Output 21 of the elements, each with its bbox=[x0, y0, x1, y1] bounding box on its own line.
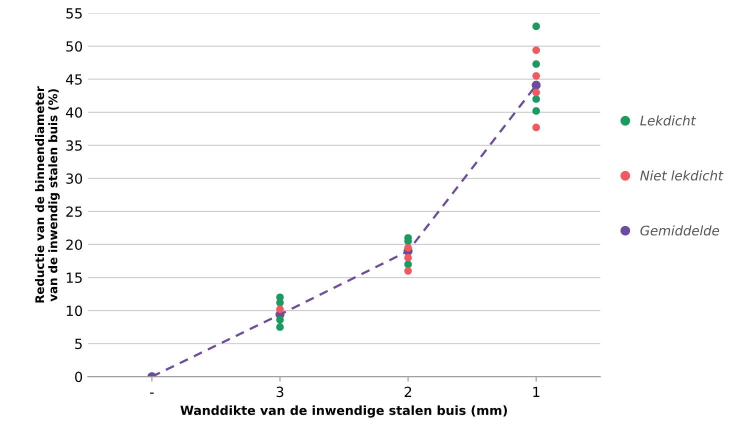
y-tick-label: 45 bbox=[66, 74, 82, 85]
y-tick-label: 5 bbox=[75, 338, 82, 350]
x-tick-label: 1 bbox=[533, 386, 540, 397]
y-tick-label: 20 bbox=[66, 239, 82, 250]
y-tick-label: 15 bbox=[66, 272, 82, 284]
legend-label: Niet lekdicht bbox=[640, 170, 724, 181]
y-tick-label: 40 bbox=[66, 107, 82, 118]
y-tick-label: 0 bbox=[75, 372, 82, 382]
y-tick-label: 50 bbox=[66, 41, 82, 52]
y-axis-title: Reductie van de binnendiameter van de inwendig stalen buis (%) bbox=[35, 86, 60, 303]
legend-label: Gemiddelde bbox=[640, 225, 720, 236]
legend-label: Lekdicht bbox=[640, 115, 696, 126]
y-tick-label: 10 bbox=[66, 306, 82, 316]
y-tick-label: 35 bbox=[66, 140, 82, 151]
y-tick-label: 30 bbox=[66, 173, 82, 184]
x-tick-label: 3 bbox=[276, 386, 284, 398]
y-tick-label: 55 bbox=[66, 8, 82, 19]
x-tick-label: - bbox=[150, 392, 154, 394]
x-tick-label: 2 bbox=[404, 386, 412, 397]
y-tick-label: 25 bbox=[66, 206, 82, 217]
x-axis-title: Wanddikte van de inwendige stalen buis (mm) bbox=[180, 405, 507, 418]
